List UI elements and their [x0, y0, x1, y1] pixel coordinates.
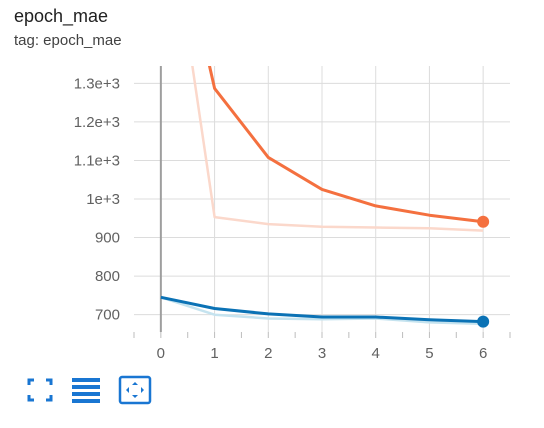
toggle-lines-button[interactable] — [70, 374, 102, 406]
x-tick-label: 4 — [372, 345, 380, 362]
card-title: epoch_mae — [14, 6, 109, 26]
series-end-marker[interactable] — [477, 215, 490, 228]
series-smoothed-line — [160, 295, 484, 324]
card-tag: tag: epoch_mae — [14, 32, 122, 49]
x-tick-label: 6 — [479, 345, 487, 362]
series-end-marker[interactable] — [477, 315, 490, 328]
line-chart[interactable]: 700 800 900 1e+3 1.1e+3 1.2e+3 1.3e+3 0 1 2 3 4 5 6 — [0, 0, 544, 370]
y-tick-label: 1.3e+3 — [74, 75, 120, 92]
x-axis: 0 1 2 3 4 5 6 — [157, 345, 488, 362]
series-raw-line — [191, 66, 484, 232]
y-tick-label: 800 — [95, 268, 120, 285]
x-tick-label: 5 — [425, 345, 433, 362]
series-lines — [160, 66, 484, 326]
fullscreen-button[interactable] — [24, 374, 56, 406]
y-axis: 700 800 900 1e+3 1.1e+3 1.2e+3 1.3e+3 — [74, 75, 120, 323]
series-smoothed-line — [207, 66, 484, 224]
toggle-lines-icon — [72, 378, 100, 403]
y-tick-label: 1e+3 — [86, 191, 120, 208]
y-tick-label: 700 — [95, 307, 120, 324]
y-tick-label: 900 — [95, 230, 120, 247]
grid-lines — [133, 66, 511, 338]
x-tick-label: 1 — [210, 345, 218, 362]
y-tick-label: 1.2e+3 — [74, 114, 120, 131]
x-tick-label: 0 — [157, 345, 165, 362]
fit-domain-button[interactable] — [118, 374, 152, 406]
series-markers — [477, 215, 490, 328]
x-tick-label: 3 — [318, 345, 326, 362]
fullscreen-icon — [27, 378, 53, 402]
series-raw-line — [160, 296, 484, 326]
x-tick-label: 2 — [264, 345, 272, 362]
fit-domain-icon — [118, 375, 152, 405]
y-tick-label: 1.1e+3 — [74, 152, 120, 169]
